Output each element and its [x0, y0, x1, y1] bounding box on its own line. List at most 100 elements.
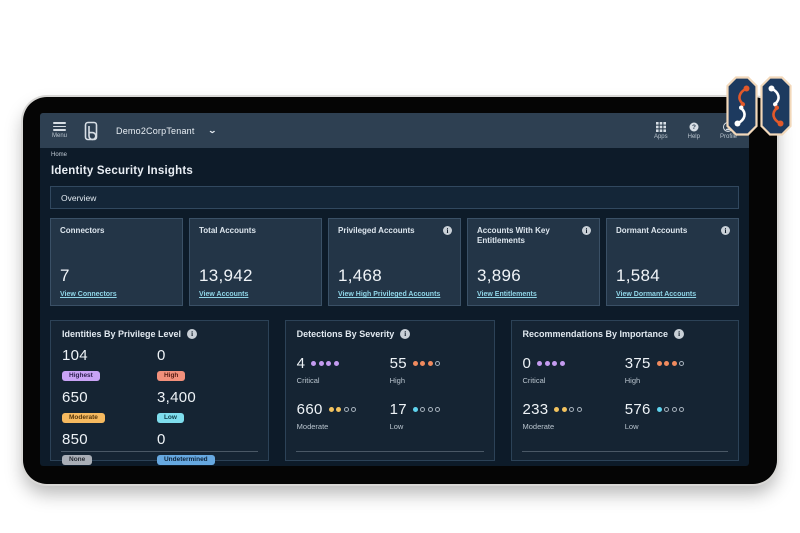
privilege-item-low: 3,400 Low [156, 389, 257, 424]
tab-overview[interactable]: Overview [50, 186, 739, 209]
svg-text:?: ? [692, 124, 696, 131]
card-title: Privileged Accounts [338, 226, 415, 235]
detection-item-moderate: 660 Moderate [297, 401, 390, 431]
recommendation-item-moderate: 233 Moderate [523, 401, 625, 431]
severity-dots-icon [412, 361, 441, 366]
info-icon[interactable]: i [674, 329, 685, 339]
card-title: Detections By Severity [296, 329, 395, 339]
tenant-selector[interactable]: Demo2CorpTenant ⌄ [116, 126, 217, 136]
importance-label: Critical [522, 376, 546, 385]
circuit-brain-left-icon [726, 76, 758, 136]
severity-dots-icon [328, 407, 357, 412]
metric-value: 660 [296, 401, 323, 418]
card-recommendations-by-importance: Recommendations By Importance i 0 Critic… [510, 320, 739, 461]
metric-value: 0 [156, 431, 166, 448]
detection-item-critical: 4 Critical [297, 355, 390, 385]
apps-button[interactable]: Apps [653, 121, 668, 140]
card-title: Connectors [60, 226, 105, 235]
card-value: 1,468 [338, 266, 383, 285]
card-title: Accounts With Key Entitlements [477, 226, 550, 245]
metric-value: 233 [522, 401, 549, 418]
card-identities-by-privilege: Identities By Privilege Level i 104 High… [50, 320, 269, 465]
metric-value: 650 [62, 389, 88, 406]
privilege-item-moderate: 650 Moderate [62, 389, 157, 424]
help-label: Help [687, 133, 700, 140]
recommendation-item-high: 375 High [625, 355, 727, 385]
severity-label: Critical [296, 376, 320, 385]
severity-label: High [389, 376, 406, 385]
card-value: 1,584 [616, 266, 661, 285]
detection-item-low: 17 Low [390, 401, 483, 431]
recommendation-item-low: 576 Low [625, 401, 727, 431]
privilege-badge: Highest [62, 370, 100, 381]
metric-value: 3,400 [156, 389, 196, 406]
importance-label: Low [624, 422, 639, 431]
view-connectors-link[interactable]: View Connectors [60, 291, 117, 298]
metric-value: 0 [156, 347, 166, 364]
metric-value: 4 [296, 355, 306, 372]
apps-grid-icon [655, 121, 666, 132]
tab-overview-label: Overview [61, 192, 97, 203]
device-frame: Menu Demo2CorpTenant ⌄ [23, 97, 777, 484]
card-value: 13,942 [199, 266, 253, 285]
importance-label: High [624, 376, 641, 385]
severity-label: Moderate [296, 422, 329, 431]
importance-dots-icon [656, 361, 685, 366]
breadcrumb[interactable]: Home [51, 152, 68, 158]
metric-value: 55 [389, 355, 407, 372]
recommendations-grid: 0 Critical 375 High [523, 355, 728, 431]
dashboard-screen: Menu Demo2CorpTenant ⌄ [40, 113, 749, 466]
severity-dots-icon [311, 361, 339, 366]
help-button[interactable]: ? Help [688, 122, 700, 140]
view-entitlements-link[interactable]: View Entitlements [477, 291, 537, 298]
info-icon[interactable]: i [187, 329, 198, 339]
apps-label: Apps [653, 133, 668, 140]
info-icon[interactable]: i [443, 226, 452, 235]
card-key-entitlements: Accounts With Key Entitlements i 3,896 V… [467, 218, 600, 306]
card-value: 3,896 [477, 266, 522, 285]
metric-value: 104 [62, 347, 88, 364]
view-high-privileged-accounts-link[interactable]: View High Privileged Accounts [338, 291, 441, 298]
privilege-badge: Undetermined [156, 454, 215, 465]
privilege-item-high: 0 High [156, 347, 257, 382]
privilege-item-highest: 104 Highest [62, 347, 157, 382]
importance-dots-icon [656, 407, 685, 412]
hamburger-icon [53, 122, 66, 131]
recommendation-item-critical: 0 Critical [523, 355, 625, 385]
chevron-down-icon: ⌄ [207, 126, 217, 135]
privilege-grid: 104 Highest 0 High 650 Moderate 3,400 [62, 347, 257, 466]
card-value: 7 [60, 266, 70, 285]
menu-label: Menu [52, 133, 68, 139]
card-footer-divider [61, 451, 258, 452]
card-privileged-accounts: Privileged Accounts i 1,468 View High Pr… [328, 218, 461, 306]
metric-value: 17 [389, 401, 407, 418]
page-title: Identity Security Insights [51, 165, 193, 177]
info-icon[interactable]: i [721, 226, 730, 235]
importance-label: Moderate [522, 422, 555, 431]
info-icon[interactable]: i [400, 329, 411, 339]
card-connectors: Connectors 7 View Connectors [50, 218, 183, 306]
view-dormant-accounts-link[interactable]: View Dormant Accounts [616, 291, 697, 298]
info-icon[interactable]: i [582, 226, 591, 235]
card-title: Recommendations By Importance [522, 329, 669, 339]
help-question-icon: ? [689, 122, 699, 132]
card-total-accounts: Total Accounts 13,942 View Accounts [189, 218, 322, 306]
view-accounts-link[interactable]: View Accounts [199, 291, 249, 298]
severity-label: Low [389, 422, 404, 431]
card-detections-by-severity: Detections By Severity i 4 Critical [284, 320, 495, 461]
card-title: Total Accounts [199, 226, 256, 235]
menu-button[interactable]: Menu [52, 122, 67, 139]
summary-cards-row: Connectors 7 View Connectors Total Accou… [50, 218, 739, 306]
card-footer-divider [295, 451, 484, 452]
metric-value: 0 [522, 355, 532, 372]
card-footer-divider [521, 451, 728, 452]
brand-logo-icon[interactable] [82, 120, 100, 142]
importance-dots-icon [554, 407, 582, 412]
privilege-item-none: 850 None [62, 431, 157, 466]
profile-label: Profile [719, 133, 737, 140]
severity-dots-icon [412, 407, 441, 412]
insight-cards-row: Identities By Privilege Level i 104 High… [50, 320, 739, 465]
detection-item-high: 55 High [390, 355, 483, 385]
circuit-brain-logo [726, 76, 792, 136]
